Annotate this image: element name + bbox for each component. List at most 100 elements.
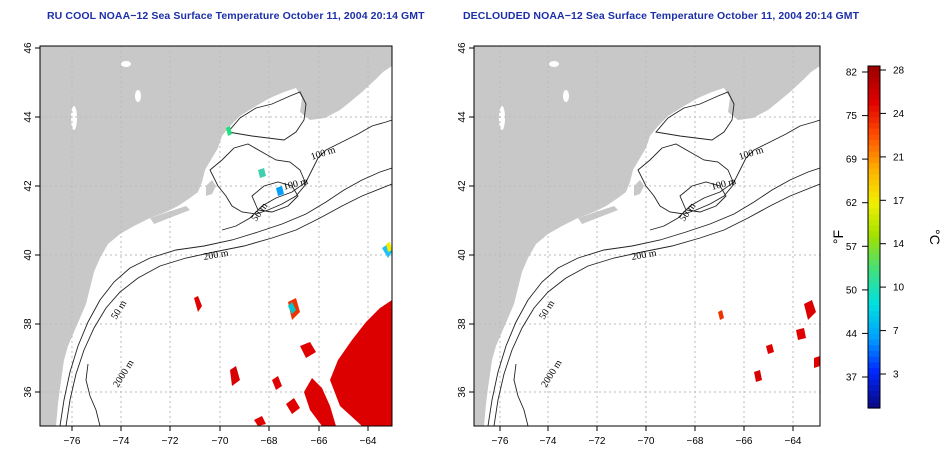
colorbar-swatch: [868, 111, 880, 118]
colorbar: 82 75 69 62 57 50 44 37 28 24 21 17 14 10 7 3 °F °C: [830, 65, 943, 409]
x-tick-label: −72: [589, 436, 606, 447]
x-tick-label: −68: [687, 436, 704, 447]
lake: [563, 90, 569, 102]
bathymetry-contours: [59, 91, 392, 426]
colorbar-swatch: [868, 191, 880, 198]
x-tick-label: −70: [638, 436, 655, 447]
colorbar-swatch: [868, 356, 880, 363]
colorbar-swatch: [868, 145, 880, 153]
y-tick-label: 38: [457, 318, 468, 330]
colorbar-swatch: [868, 362, 880, 369]
colorbar-frame: [867, 65, 881, 409]
x-tick-label: −74: [540, 436, 557, 447]
map-panel-right[interactable]: 100 m 100 m 50 m 200 m 50 m 2000 m: [473, 45, 821, 427]
nova-scotia: [300, 58, 392, 118]
long-island: [578, 206, 618, 224]
colorbar-swatch: [868, 351, 880, 358]
colorbar-swatch: [868, 271, 880, 278]
colorbar-swatch: [868, 66, 880, 73]
map-panel-left[interactable]: 100 m 100 m 50 m 200 m 50 m 2000 m: [39, 45, 393, 427]
colorbar-tick-celsius: 17: [893, 196, 905, 207]
sst-patches: [194, 126, 392, 426]
x-tick-label: −72: [162, 436, 179, 447]
x-tick-label: −76: [492, 436, 509, 447]
colorbar-swatch: [868, 368, 880, 375]
colorbar-swatch: [868, 248, 880, 255]
cape-cod: [206, 180, 216, 196]
colorbar-swatch: [868, 328, 880, 335]
x-tick-label: −68: [261, 436, 278, 447]
colorbar-swatch: [868, 140, 880, 147]
colorbar-tick-celsius: 28: [893, 66, 905, 77]
colorbar-tick-fahrenheit: 69: [846, 155, 858, 166]
land-mass: [40, 46, 392, 426]
axis-left: −76 −74 −72 −70 −68 −66 −64 36 38 40 42 …: [23, 42, 377, 447]
x-tick-label: −76: [64, 436, 81, 447]
x-tick-label: −64: [785, 436, 802, 447]
colorbar-unit-fahrenheit: °F: [830, 230, 846, 244]
lake: [121, 61, 131, 67]
colorbar-gradient: [868, 66, 880, 409]
axis-right: −76 −74 −72 −70 −68 −66 −64 36 38 40 42 …: [457, 42, 802, 447]
colorbar-swatch: [868, 214, 880, 221]
colorbar-swatch: [868, 197, 880, 204]
colorbar-swatch: [868, 117, 880, 124]
colorbar-tick-fahrenheit: 57: [846, 242, 858, 253]
colorbar-swatch: [868, 185, 880, 192]
colorbar-swatch: [868, 128, 880, 135]
colorbar-swatch: [868, 231, 880, 238]
colorbar-swatch: [868, 259, 880, 267]
colorbar-tick-celsius: 21: [893, 152, 905, 163]
x-tick-label: −66: [736, 436, 753, 447]
colorbar-swatch: [868, 294, 880, 301]
colorbar-unit-celsius: °C: [927, 229, 943, 245]
colorbar-swatch: [868, 77, 880, 84]
colorbar-swatch: [868, 180, 880, 187]
y-tick-label: 42: [23, 180, 34, 192]
x-tick-label: −74: [113, 436, 130, 447]
colorbar-swatch: [868, 288, 880, 295]
colorbar-swatch: [868, 94, 880, 101]
x-tick-label: −66: [311, 436, 328, 447]
y-tick-label: 38: [23, 318, 34, 330]
y-tick-label: 40: [23, 249, 34, 261]
y-tick-label: 44: [457, 111, 468, 123]
lake: [135, 90, 141, 102]
colorbar-swatch: [868, 265, 880, 272]
colorbar-fahrenheit-ticks: 82 75 69 62 57 50 44 37: [846, 68, 868, 384]
colorbar-swatch: [868, 225, 880, 232]
colorbar-swatch: [868, 237, 880, 244]
colorbar-swatch: [868, 390, 880, 398]
panel-title-right: DECLOUDED NOAA−12 Sea Surface Temperatur…: [463, 10, 860, 22]
colorbar-tick-celsius: 3: [893, 370, 899, 381]
colorbar-swatch: [868, 373, 880, 381]
colorbar-tick-celsius: 24: [893, 109, 905, 120]
colorbar-tick-fahrenheit: 82: [846, 68, 858, 79]
colorbar-tick-celsius: 10: [893, 283, 905, 294]
x-tick-label: −70: [212, 436, 229, 447]
colorbar-swatch: [868, 202, 880, 210]
colorbar-swatch: [868, 162, 880, 170]
colorbar-swatch: [868, 311, 880, 318]
land-mass: [474, 46, 820, 426]
y-tick-label: 46: [23, 42, 34, 54]
y-tick-label: 46: [457, 42, 468, 54]
colorbar-swatch: [868, 322, 880, 329]
graticule: [474, 46, 820, 426]
map-frame: [473, 45, 821, 427]
colorbar-swatch: [868, 168, 880, 175]
colorbar-swatch: [868, 88, 880, 96]
y-tick-label: 40: [457, 249, 468, 261]
colorbar-swatch: [868, 151, 880, 158]
colorbar-tick-celsius: 14: [893, 239, 905, 250]
colorbar-tick-fahrenheit: 75: [846, 111, 858, 122]
y-tick-label: 36: [457, 386, 468, 398]
colorbar-swatch: [868, 83, 880, 90]
colorbar-swatch: [868, 345, 880, 352]
colorbar-swatch: [868, 402, 880, 409]
y-tick-label: 42: [457, 180, 468, 192]
colorbar-swatch: [868, 157, 880, 164]
y-tick-label: 44: [23, 111, 34, 123]
contour-label: 200 m: [203, 248, 230, 263]
